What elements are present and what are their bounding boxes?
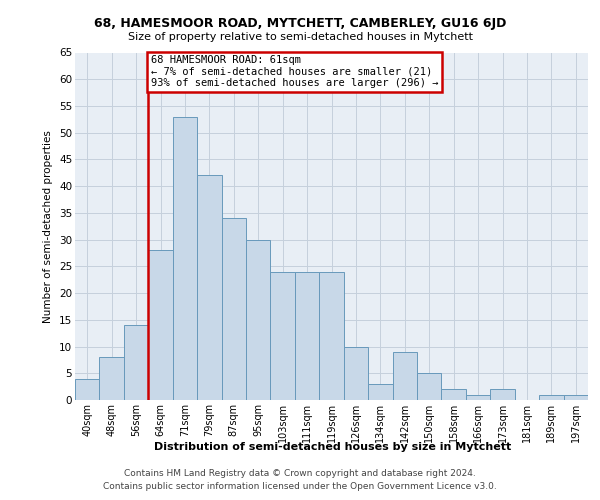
Text: Distribution of semi-detached houses by size in Mytchett: Distribution of semi-detached houses by … (154, 442, 512, 452)
Bar (417, 374, 442, 400)
Bar (148, 250, 173, 400)
Text: Contains HM Land Registry data © Crown copyright and database right 2024.: Contains HM Land Registry data © Crown c… (124, 468, 476, 477)
Bar (466, 394, 490, 400)
Bar (246, 240, 271, 400)
Text: Size of property relative to semi-detached houses in Mytchett: Size of property relative to semi-detach… (128, 32, 473, 42)
Bar (100, 357, 124, 400)
Bar (319, 272, 344, 400)
Bar (124, 325, 148, 400)
Bar (368, 384, 392, 400)
Bar (442, 390, 466, 400)
Text: Contains public sector information licensed under the Open Government Licence v3: Contains public sector information licen… (103, 482, 497, 491)
Bar (344, 346, 368, 400)
Bar (539, 394, 563, 400)
Bar (75, 378, 100, 400)
Bar (197, 176, 221, 400)
Text: 68, HAMESMOOR ROAD, MYTCHETT, CAMBERLEY, GU16 6JD: 68, HAMESMOOR ROAD, MYTCHETT, CAMBERLEY,… (94, 18, 506, 30)
Text: 68 HAMESMOOR ROAD: 61sqm
← 7% of semi-detached houses are smaller (21)
93% of se: 68 HAMESMOOR ROAD: 61sqm ← 7% of semi-de… (151, 55, 438, 88)
Y-axis label: Number of semi-detached properties: Number of semi-detached properties (43, 130, 53, 322)
Bar (271, 272, 295, 400)
Bar (295, 272, 319, 400)
Bar (490, 390, 515, 400)
Bar (173, 116, 197, 400)
Bar (221, 218, 246, 400)
Bar (392, 352, 417, 400)
Bar (563, 394, 588, 400)
